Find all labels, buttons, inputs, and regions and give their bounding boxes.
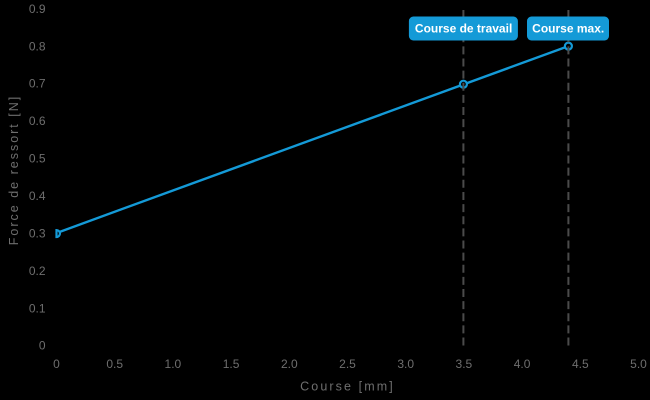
svg-text:0.6: 0.6 <box>29 114 46 128</box>
svg-text:4.0: 4.0 <box>514 357 531 371</box>
svg-text:Course de travail: Course de travail <box>415 21 512 35</box>
svg-text:0: 0 <box>39 339 46 353</box>
svg-text:0: 0 <box>53 357 60 371</box>
svg-text:5.0: 5.0 <box>630 357 647 371</box>
svg-text:0.3: 0.3 <box>29 226 46 240</box>
svg-text:2.5: 2.5 <box>339 357 356 371</box>
svg-text:1.5: 1.5 <box>223 357 240 371</box>
svg-text:Force de ressort [N]: Force de ressort [N] <box>7 95 21 245</box>
svg-text:0.9: 0.9 <box>29 2 46 16</box>
svg-text:2.0: 2.0 <box>281 357 298 371</box>
svg-text:0.2: 0.2 <box>29 264 46 278</box>
svg-text:Course [mm]: Course [mm] <box>300 379 395 393</box>
svg-text:0.4: 0.4 <box>29 189 46 203</box>
svg-text:0.1: 0.1 <box>29 301 46 315</box>
svg-text:3.0: 3.0 <box>397 357 414 371</box>
svg-text:0.5: 0.5 <box>106 357 123 371</box>
svg-text:Course max.: Course max. <box>532 21 604 35</box>
svg-text:3.5: 3.5 <box>456 357 473 371</box>
svg-text:1.0: 1.0 <box>165 357 182 371</box>
svg-text:0.7: 0.7 <box>29 77 46 91</box>
svg-text:0.5: 0.5 <box>29 152 46 166</box>
svg-text:0.8: 0.8 <box>29 39 46 53</box>
svg-text:4.5: 4.5 <box>572 357 589 371</box>
